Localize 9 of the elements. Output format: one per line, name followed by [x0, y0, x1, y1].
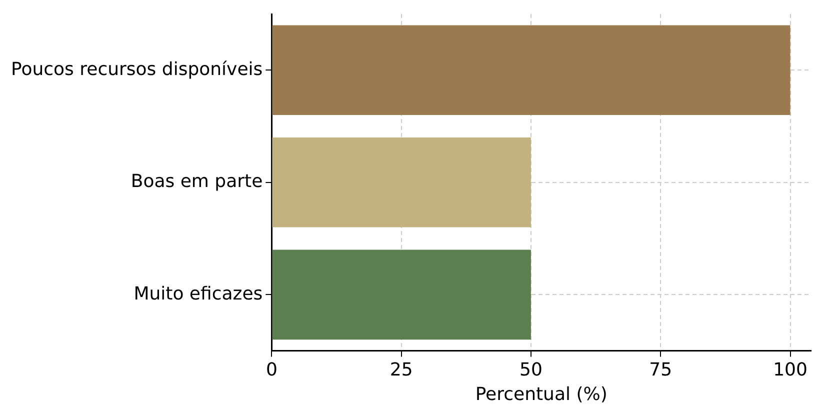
x-tick-label: 75 [649, 359, 672, 380]
y-tick-label: Muito eficazes [134, 283, 263, 304]
x-tick-label: 25 [390, 359, 413, 380]
x-tick-label: 0 [266, 359, 278, 380]
x-tick-label: 100 [773, 359, 808, 380]
x-axis-title: Percentual (%) [475, 384, 608, 405]
y-tick-label: Poucos recursos disponíveis [10, 58, 263, 80]
y-tick-label: Boas em parte [130, 171, 263, 192]
x-tick-label: 50 [520, 359, 542, 380]
